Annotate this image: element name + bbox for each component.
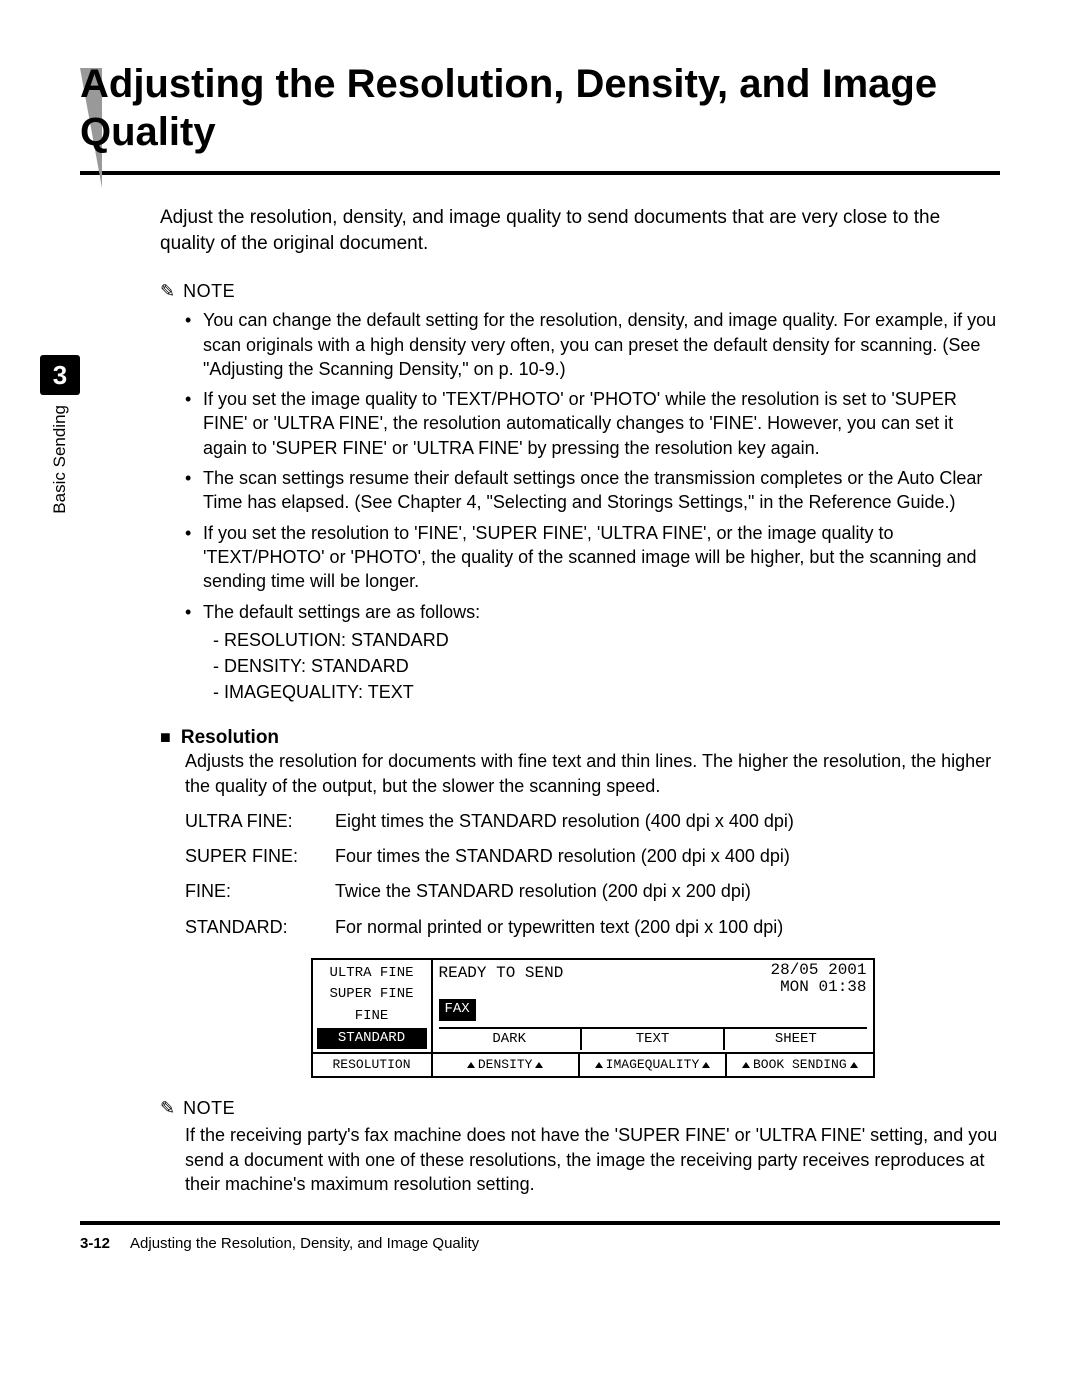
note-head: ✎ NOTE xyxy=(160,1098,1000,1119)
lcd-bottom-btn: IMAGEQUALITY xyxy=(580,1054,727,1076)
lcd-fax-label: FAX xyxy=(439,999,476,1021)
lcd-opt: SUPER FINE xyxy=(317,985,427,1003)
note-item: If you set the image quality to 'TEXT/PH… xyxy=(185,387,1000,460)
lcd-top: ULTRA FINE SUPER FINE FINE STANDARD READ… xyxy=(313,960,873,1052)
note2-text: If the receiving party's fax machine doe… xyxy=(185,1123,1000,1196)
note-item-text: The scan settings resume their default s… xyxy=(203,468,982,512)
footer-title: Adjusting the Resolution, Density, and I… xyxy=(130,1235,479,1252)
res-desc: Twice the STANDARD resolution (200 dpi x… xyxy=(335,879,1000,904)
resolution-heading: ■ Resolution xyxy=(160,727,1000,749)
lcd-status-row: READY TO SEND 28/05 2001 MON 01:38 xyxy=(439,962,867,997)
square-icon: ■ xyxy=(160,727,171,748)
triangle-up-icon xyxy=(702,1062,710,1068)
page-title: Adjusting the Resolution, Density, and I… xyxy=(80,60,1000,156)
note-item: If you set the resolution to 'FINE', 'SU… xyxy=(185,521,1000,594)
default-item: - RESOLUTION: STANDARD xyxy=(213,628,1000,652)
lcd-softkey: TEXT xyxy=(582,1029,725,1051)
lcd-opt: FINE xyxy=(317,1007,427,1025)
lcd-display: ULTRA FINE SUPER FINE FINE STANDARD READ… xyxy=(311,958,875,1079)
defaults-list: - RESOLUTION: STANDARD - DENSITY: STANDA… xyxy=(213,628,1000,705)
footer: 3-12 Adjusting the Resolution, Density, … xyxy=(80,1235,1000,1252)
note-item: The default settings are as follows: - R… xyxy=(185,600,1000,705)
lcd-softkey: SHEET xyxy=(725,1029,866,1051)
lcd-bottom-label: IMAGEQUALITY xyxy=(606,1056,700,1074)
res-desc: Eight times the STANDARD resolution (400… xyxy=(335,809,1000,834)
chapter-label: Basic Sending xyxy=(50,405,70,514)
note-list: You can change the default setting for t… xyxy=(185,308,1000,704)
triangle-up-icon xyxy=(850,1062,858,1068)
note-icon: ✎ xyxy=(160,281,175,302)
triangle-up-icon xyxy=(467,1062,475,1068)
triangle-up-icon xyxy=(535,1062,543,1068)
note-icon: ✎ xyxy=(160,1098,175,1119)
res-line: ULTRA FINE: Eight times the STANDARD res… xyxy=(185,809,1000,834)
lcd-date-line2: MON 01:38 xyxy=(770,979,866,997)
chapter-number: 3 xyxy=(40,355,80,395)
note-item: The scan settings resume their default s… xyxy=(185,466,1000,515)
title-block: Adjusting the Resolution, Density, and I… xyxy=(80,60,1000,175)
res-line: STANDARD: For normal printed or typewrit… xyxy=(185,915,1000,940)
page: 3 Basic Sending Adjusting the Resolution… xyxy=(0,0,1080,1388)
footer-rule xyxy=(80,1221,1000,1225)
lcd-bottom-label: BOOK SENDING xyxy=(753,1056,847,1074)
note-head: ✎ NOTE xyxy=(160,281,1000,302)
lcd-status: READY TO SEND xyxy=(439,962,564,997)
lcd-bottom-btn: DENSITY xyxy=(433,1054,580,1076)
intro-text: Adjust the resolution, density, and imag… xyxy=(160,205,1000,256)
res-line: SUPER FINE: Four times the STANDARD reso… xyxy=(185,844,1000,869)
res-label: STANDARD: xyxy=(185,915,335,940)
res-desc: Four times the STANDARD resolution (200 … xyxy=(335,844,1000,869)
res-label: ULTRA FINE: xyxy=(185,809,335,834)
res-label: FINE: xyxy=(185,879,335,904)
lcd-date: 28/05 2001 MON 01:38 xyxy=(770,962,866,997)
triangle-up-icon xyxy=(595,1062,603,1068)
default-item: - IMAGEQUALITY: TEXT xyxy=(213,680,1000,704)
note-block-1: ✎ NOTE You can change the default settin… xyxy=(160,281,1000,704)
lcd-main: READY TO SEND 28/05 2001 MON 01:38 FAX D… xyxy=(433,960,873,1052)
lcd-bottom-btn: RESOLUTION xyxy=(313,1054,433,1076)
lcd-date-line1: 28/05 2001 xyxy=(770,962,866,980)
lcd-bottom-label: DENSITY xyxy=(478,1056,533,1074)
lcd-resolution-options: ULTRA FINE SUPER FINE FINE STANDARD xyxy=(313,960,433,1052)
lcd-bottom-btn: BOOK SENDING xyxy=(727,1054,872,1076)
note-item: You can change the default setting for t… xyxy=(185,308,1000,381)
side-tab: 3 Basic Sending xyxy=(40,355,80,514)
note-item-text: The default settings are as follows: xyxy=(203,602,480,622)
lcd-softkey: DARK xyxy=(439,1029,582,1051)
resolution-heading-text: Resolution xyxy=(181,727,279,749)
lcd-opt-selected: STANDARD xyxy=(317,1028,427,1048)
lcd-bottom-row: RESOLUTION DENSITY IMAGEQUALITY BOOK SEN… xyxy=(313,1052,873,1076)
res-line: FINE: Twice the STANDARD resolution (200… xyxy=(185,879,1000,904)
note-label: NOTE xyxy=(183,281,235,302)
footer-page: 3-12 xyxy=(80,1235,110,1252)
resolution-body: Adjusts the resolution for documents wit… xyxy=(185,749,1000,1079)
default-item: - DENSITY: STANDARD xyxy=(213,654,1000,678)
lcd-softkeys: DARK TEXT SHEET xyxy=(439,1027,867,1051)
res-label: SUPER FINE: xyxy=(185,844,335,869)
resolution-desc: Adjusts the resolution for documents wit… xyxy=(185,749,1000,799)
res-desc: For normal printed or typewritten text (… xyxy=(335,915,1000,940)
triangle-up-icon xyxy=(742,1062,750,1068)
note-label: NOTE xyxy=(183,1098,235,1119)
title-rule xyxy=(80,171,1000,175)
lcd-opt: ULTRA FINE xyxy=(317,964,427,982)
note-block-2: ✎ NOTE If the receiving party's fax mach… xyxy=(160,1098,1000,1196)
